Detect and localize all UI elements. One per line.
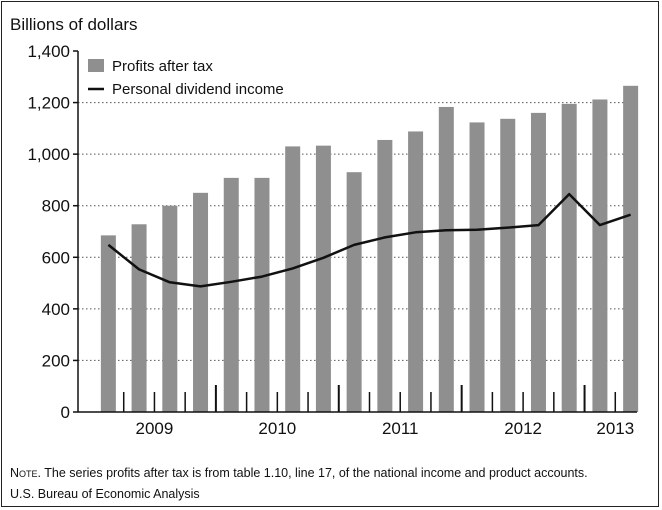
y-tick-label: 1,200 — [27, 94, 70, 113]
note: Note. The series profits after tax is fr… — [10, 466, 588, 480]
source-credit: U.S. Bureau of Economic Analysis — [10, 487, 200, 501]
y-tick-label: 400 — [42, 300, 70, 319]
y-tick-label: 600 — [42, 248, 70, 267]
dividend-line-layer — [107, 192, 632, 288]
x-year-label: 2010 — [258, 419, 296, 438]
y-tick-label: 1,000 — [27, 145, 70, 164]
bar — [623, 85, 639, 412]
bar — [592, 99, 608, 412]
bar — [561, 103, 577, 412]
x-year-label: 2011 — [382, 419, 419, 438]
bar — [500, 118, 516, 412]
bar — [377, 139, 393, 413]
bar — [254, 177, 270, 412]
legend-swatch-profits — [88, 59, 104, 72]
axes — [73, 50, 637, 413]
bar — [162, 205, 178, 412]
bar — [315, 145, 331, 412]
bar — [223, 177, 239, 412]
y-tick-label: 200 — [42, 351, 70, 370]
bar — [438, 106, 454, 412]
y-tick-label: 0 — [61, 403, 70, 422]
note-text: The series profits after tax is from tab… — [41, 466, 588, 480]
x-year-label: 2012 — [504, 419, 542, 438]
bar — [131, 224, 147, 412]
bar — [100, 235, 116, 412]
y-axis-title: Billions of dollars — [10, 15, 138, 34]
note-prefix: Note. — [10, 466, 42, 480]
bars — [100, 85, 639, 413]
bar — [469, 122, 485, 413]
legend: Profits after tax Personal dividend inco… — [88, 58, 284, 98]
chart: Billions of dollars 0 200 400 600 800 1,000 1,… — [10, 15, 639, 438]
bar — [285, 146, 301, 412]
x-year-label: 2013 — [596, 419, 634, 438]
x-year-label: 2009 — [136, 419, 174, 438]
legend-label-profits: Profits after tax — [112, 58, 213, 75]
bar — [346, 172, 362, 412]
dividend-line — [107, 192, 632, 288]
bar — [530, 112, 546, 412]
y-tick-label: 800 — [42, 197, 70, 216]
legend-label-dividends: Personal dividend income — [112, 81, 284, 98]
bar — [193, 192, 209, 412]
bar — [408, 131, 424, 413]
tick-labels: 0 200 400 600 800 1,000 1,200 1,400 2009 2010 2011… — [27, 42, 634, 438]
y-tick-label: 1,400 — [27, 42, 70, 61]
